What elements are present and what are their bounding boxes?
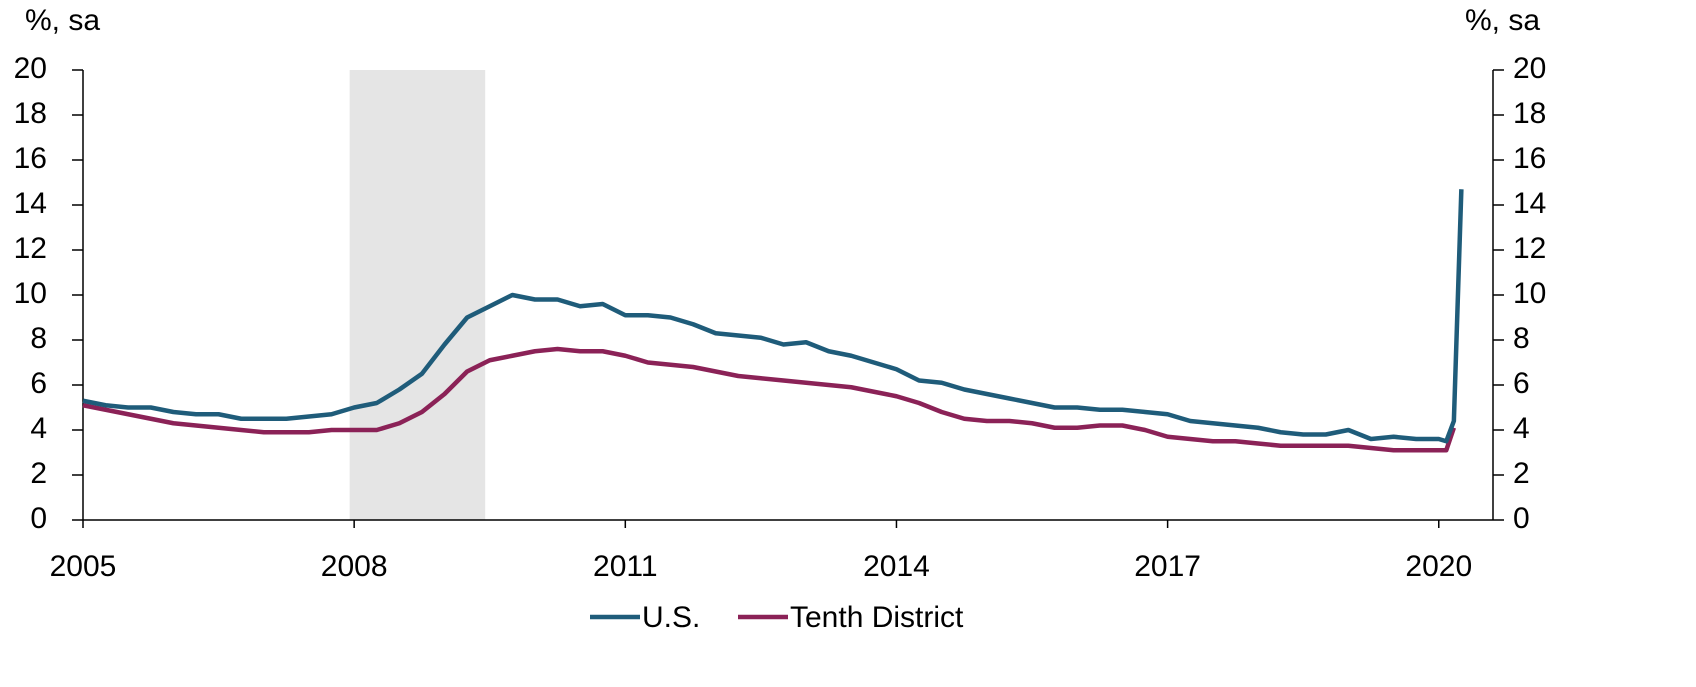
y-tick-label: 14 [14,187,47,220]
y-tick-label: 10 [14,277,47,310]
x-tick-label: 2011 [593,550,658,583]
y2-axis-label: %, sa [1465,4,1540,37]
x-tick-label: 2008 [321,550,388,583]
y2-tick-label: 20 [1513,52,1546,85]
y-tick-label: 2 [30,457,47,490]
y-tick-label: 20 [14,52,47,85]
y2-tick-label: 0 [1513,502,1530,535]
y2-tick-label: 12 [1513,232,1546,265]
y2-tick-label: 4 [1513,412,1530,445]
y-tick-label: 0 [30,502,47,535]
x-tick-label: 2017 [1134,550,1201,583]
x-tick-label: 2020 [1405,550,1472,583]
y-axis-label: %, sa [25,4,100,37]
series-line [82,189,1464,444]
y-tick-label: 6 [30,367,47,400]
y-tick-label: 18 [14,97,47,130]
x-tick-label: 2014 [863,550,930,583]
y-tick-label: 16 [14,142,47,175]
y-tick-label: 8 [30,322,47,355]
legend-label: U.S. [642,601,700,634]
recession-band [349,70,486,520]
series-line [82,346,1456,453]
y2-tick-label: 16 [1513,142,1546,175]
y2-tick-label: 6 [1513,367,1530,400]
y-tick-label: 4 [30,412,47,445]
y-tick-label: 12 [14,232,47,265]
legend-label: Tenth District [790,601,964,634]
y2-tick-label: 8 [1513,322,1530,355]
y2-tick-label: 2 [1513,457,1530,490]
y2-tick-label: 18 [1513,97,1546,130]
y2-tick-label: 14 [1513,187,1546,220]
x-tick-label: 2005 [50,550,117,583]
y2-tick-label: 10 [1513,277,1546,310]
